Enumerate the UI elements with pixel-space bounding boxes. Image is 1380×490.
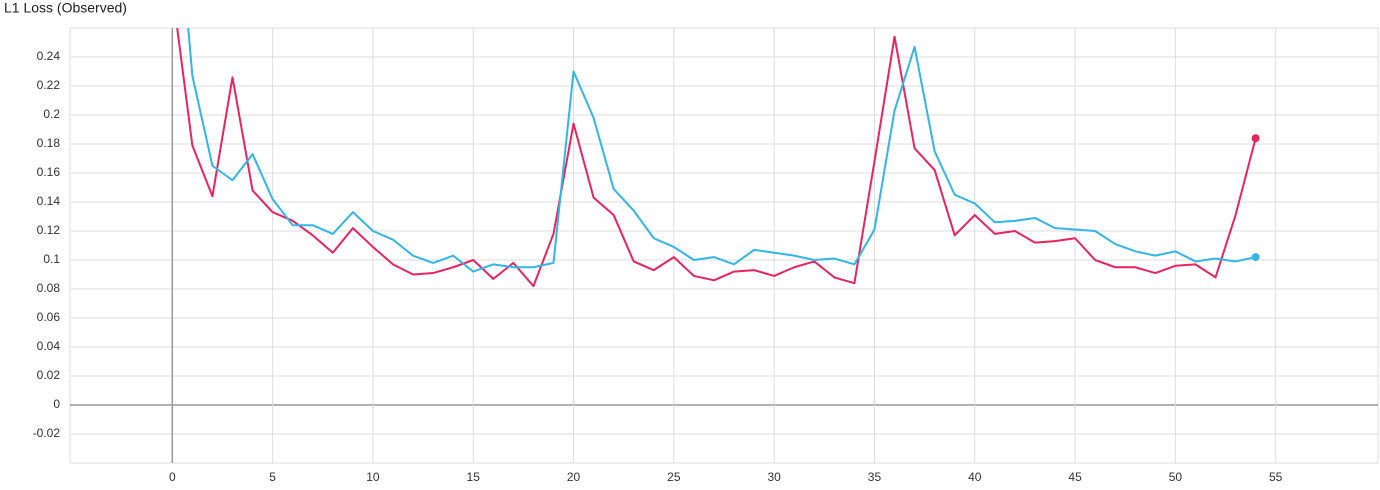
x-tick-label: 35 [868, 470, 882, 484]
y-tick-label: 0.18 [37, 136, 61, 150]
y-tick-label: 0.06 [37, 310, 61, 324]
end-point [1251, 134, 1260, 143]
y-tick-label: 0.04 [37, 339, 61, 353]
y-tick-label: 0.2 [43, 107, 60, 121]
x-tick-label: 20 [567, 470, 581, 484]
y-tick-label: 0.1 [43, 252, 60, 266]
y-tick-label: 0.16 [37, 165, 61, 179]
x-tick-label: 45 [1068, 470, 1082, 484]
x-tick-label: 55 [1269, 470, 1283, 484]
y-tick-label: 0.14 [37, 194, 61, 208]
series-line [176, 28, 1257, 288]
y-tick-label: 0.24 [37, 49, 61, 63]
x-tick-label: 0 [169, 470, 176, 484]
plot-frame [69, 27, 1379, 464]
x-tick-label: 50 [1169, 470, 1183, 484]
x-tick-label: 40 [968, 470, 982, 484]
end-point [1251, 253, 1260, 262]
x-tick-label: 30 [767, 470, 781, 484]
y-tick-label: 0.02 [37, 368, 61, 382]
x-tick-label: 15 [467, 470, 481, 484]
y-tick-label: 0.12 [37, 223, 61, 237]
y-tick-label: 0.22 [37, 78, 61, 92]
y-tick-label: 0.08 [37, 281, 61, 295]
series-line [187, 28, 1256, 273]
y-tick-label: -0.02 [33, 426, 61, 440]
chart-title: L1 Loss (Observed) [4, 0, 127, 16]
x-tick-label: 5 [269, 470, 276, 484]
x-tick-label: 25 [667, 470, 681, 484]
y-tick-label: 0 [53, 397, 60, 411]
x-tick-label: 10 [366, 470, 380, 484]
